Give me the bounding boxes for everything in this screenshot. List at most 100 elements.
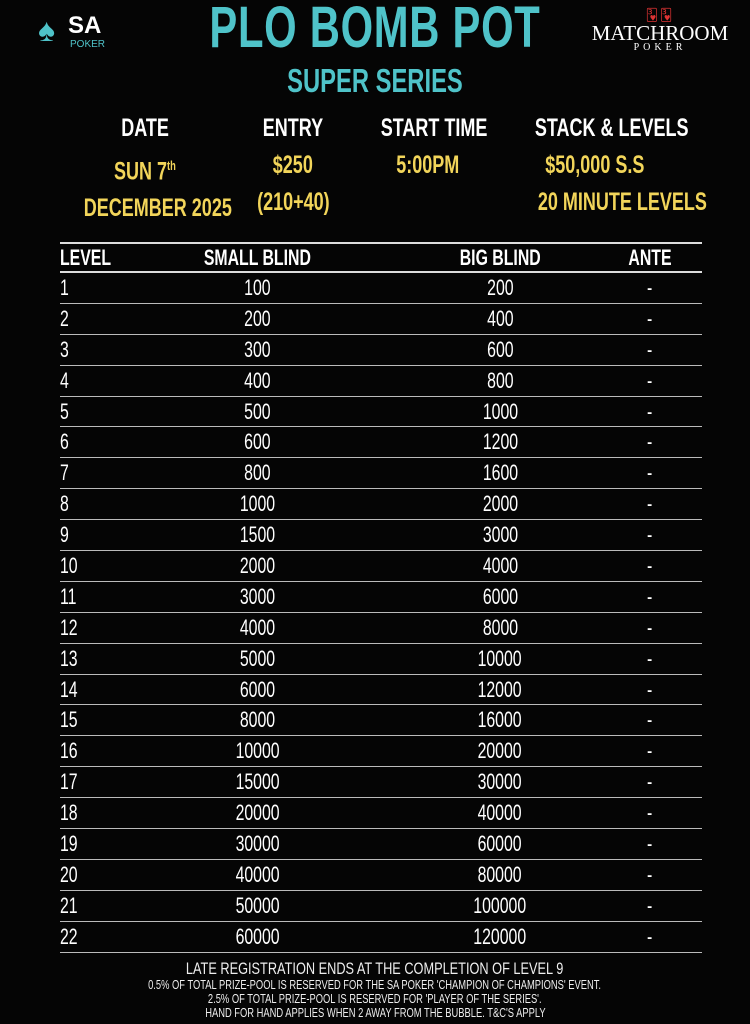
sa-logo-text: SA (68, 12, 102, 39)
cell-small-blind: 4000 (239, 614, 276, 640)
cell-level: 9 (60, 522, 69, 548)
table-row: 3 300 600 - (60, 335, 702, 366)
player-of-series-note: 2.5% OF TOTAL PRIZE-POOL IS RESERVED FOR… (208, 991, 542, 1006)
cell-small-blind: 100 (244, 274, 271, 300)
cell-big-blind: 8000 (482, 614, 518, 640)
cell-ante: - (647, 429, 653, 455)
cell-small-blind: 200 (244, 305, 271, 331)
cell-level: 22 (60, 923, 78, 949)
footer-notes: LATE REGISTRATION ENDS AT THE COMPLETION… (0, 960, 750, 1020)
table-row: 21 50000 100000 - (60, 891, 702, 922)
champion-note: 0.5% OF TOTAL PRIZE-POOL IS RESERVED FOR… (148, 977, 602, 992)
cell-big-blind: 80000 (477, 861, 523, 887)
table-row: 2 200 400 - (60, 304, 702, 335)
cell-level: 8 (60, 491, 69, 517)
cell-ante: - (647, 769, 653, 795)
cell-small-blind: 2000 (239, 552, 276, 578)
sa-logo-subtext: POKER (70, 39, 106, 50)
cell-level: 19 (60, 830, 78, 856)
cell-small-blind: 5000 (239, 645, 276, 671)
cell-small-blind: 1000 (239, 491, 276, 517)
cell-ante: - (647, 583, 653, 609)
cell-small-blind: 60000 (235, 923, 280, 949)
cell-big-blind: 120000 (473, 923, 527, 949)
cell-small-blind: 20000 (235, 800, 280, 826)
cell-level: 12 (60, 614, 78, 640)
cell-big-blind: 1600 (482, 460, 518, 486)
table-row: 20 40000 80000 - (60, 860, 702, 891)
cell-ante: - (647, 305, 653, 331)
cell-level: 7 (60, 460, 69, 486)
spade-icon: ♠ (38, 12, 55, 48)
cell-small-blind: 300 (244, 336, 271, 362)
cell-big-blind: 1000 (482, 398, 518, 424)
cell-ante: - (647, 892, 653, 918)
cell-big-blind: 10000 (477, 645, 523, 671)
cell-ante: - (647, 398, 653, 424)
cell-big-blind: 16000 (477, 707, 523, 733)
cell-level: 13 (60, 645, 78, 671)
table-row: 22 60000 120000 - (60, 922, 702, 953)
table-row: 5 500 1000 - (60, 397, 702, 428)
sa-poker-logo: ♠ SA POKER (36, 12, 116, 54)
cell-level: 11 (60, 583, 77, 609)
cell-level: 21 (60, 892, 78, 918)
cell-level: 14 (60, 676, 78, 702)
table-row: 1 100 200 - (60, 273, 702, 304)
cell-small-blind: 8000 (239, 707, 276, 733)
cell-big-blind: 100000 (473, 892, 527, 918)
cell-level: 5 (60, 398, 69, 424)
hand-for-hand-note: HAND FOR HAND APPLIES WHEN 2 AWAY FROM T… (204, 1005, 546, 1020)
table-row: 9 1500 3000 - (60, 520, 702, 552)
cell-level: 15 (60, 707, 78, 733)
cell-ante: - (647, 923, 653, 949)
table-row: 16 10000 20000 - (60, 736, 702, 768)
cell-level: 1 (60, 274, 69, 300)
cell-ante: - (647, 738, 653, 764)
table-row: 13 5000 10000 - (60, 644, 702, 675)
matchroom-logo-text: MATCHROOM (591, 21, 729, 45)
cell-level: 16 (60, 738, 78, 764)
table-row: 14 6000 12000 - (60, 675, 702, 706)
table-row: 6 600 1200 - (60, 427, 702, 459)
cell-big-blind: 60000 (477, 830, 523, 856)
cell-level: 2 (60, 305, 69, 331)
cell-level: 4 (60, 367, 69, 393)
table-row: 7 800 1600 - (60, 458, 702, 490)
cell-small-blind: 6000 (239, 676, 276, 702)
cell-big-blind: 12000 (477, 676, 523, 702)
cell-ante: - (647, 676, 653, 702)
cell-big-blind: 800 (486, 367, 514, 393)
cell-ante: - (647, 552, 653, 578)
cell-ante: - (647, 336, 653, 362)
cell-ante: - (647, 800, 653, 826)
cell-big-blind: 400 (486, 305, 514, 331)
cell-small-blind: 50000 (235, 892, 280, 918)
table-row: 12 4000 8000 - (60, 613, 702, 644)
info-start-time: START TIME 5:00PM (380, 114, 488, 179)
table-row: 11 3000 6000 - (60, 582, 702, 613)
cell-big-blind: 6000 (482, 583, 518, 609)
matchroom-poker-logo: 🂳🂳 MATCHROOM POKER (585, 8, 735, 53)
cell-ante: - (647, 707, 653, 733)
cell-small-blind: 3000 (239, 583, 276, 609)
table-row: 17 15000 30000 - (60, 767, 702, 799)
cell-ante: - (647, 645, 653, 671)
cell-ante: - (647, 861, 653, 887)
cell-small-blind: 40000 (235, 861, 280, 887)
header-small-blind: SMALL BLIND (203, 244, 312, 270)
cell-big-blind: 20000 (477, 738, 523, 764)
cell-small-blind: 15000 (235, 769, 280, 795)
page-subtitle: SUPER SERIES (287, 62, 463, 99)
table-row: 8 1000 2000 - (60, 489, 702, 521)
cell-ante: - (647, 614, 653, 640)
cell-ante: - (647, 522, 653, 548)
cell-level: 17 (60, 769, 78, 795)
cell-small-blind: 1500 (239, 522, 276, 548)
table-row: 19 30000 60000 - (60, 829, 702, 860)
header-ante: ANTE (628, 244, 672, 270)
cell-level: 6 (60, 429, 69, 455)
cell-big-blind: 200 (486, 274, 514, 300)
table-row: 18 20000 40000 - (60, 798, 702, 830)
table-row: 4 400 800 - (60, 366, 702, 397)
